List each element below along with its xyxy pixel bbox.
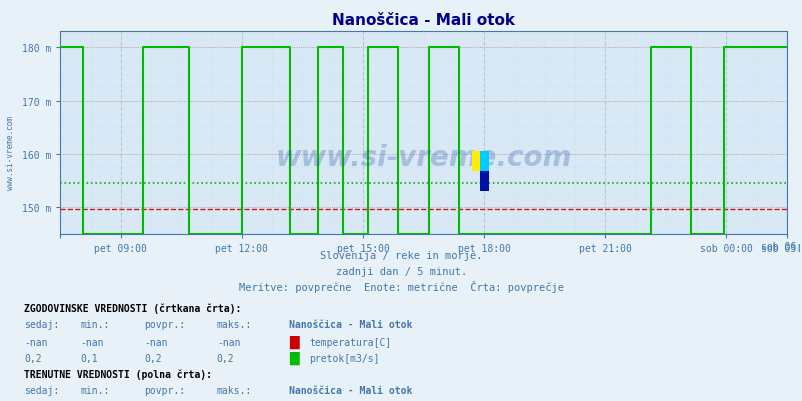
Text: Nanoščica - Mali otok: Nanoščica - Mali otok [289, 385, 412, 395]
Text: povpr.:: povpr.: [144, 319, 185, 329]
Text: pretok[m3/s]: pretok[m3/s] [309, 353, 379, 363]
Bar [471, 152, 480, 172]
Text: -nan: -nan [24, 337, 47, 347]
Title: Nanoščica - Mali otok: Nanoščica - Mali otok [332, 13, 514, 28]
Text: Meritve: povprečne  Enote: metrične  Črta: povprečje: Meritve: povprečne Enote: metrične Črta:… [239, 281, 563, 293]
Text: -nan: -nan [144, 337, 168, 347]
Text: sob 06:00: sob 06:00 [759, 242, 802, 252]
Text: min.:: min.: [80, 385, 110, 395]
Text: 0,2: 0,2 [144, 353, 162, 363]
Text: TRENUTNE VREDNOSTI (polna črta):: TRENUTNE VREDNOSTI (polna črta): [24, 369, 212, 379]
Text: povpr.:: povpr.: [144, 385, 185, 395]
Text: █: █ [289, 351, 298, 364]
Text: sedaj:: sedaj: [24, 319, 59, 329]
Bar [480, 172, 488, 192]
Text: 0,1: 0,1 [80, 353, 98, 363]
Text: ZGODOVINSKE VREDNOSTI (črtkana črta):: ZGODOVINSKE VREDNOSTI (črtkana črta): [24, 302, 241, 313]
Text: sedaj:: sedaj: [24, 385, 59, 395]
Text: Nanoščica - Mali otok: Nanoščica - Mali otok [289, 319, 412, 329]
Text: temperatura[C]: temperatura[C] [309, 337, 391, 347]
Text: Slovenija / reke in morje.: Slovenija / reke in morje. [320, 251, 482, 261]
Text: www.si-vreme.com: www.si-vreme.com [6, 115, 15, 189]
Text: 0,2: 0,2 [24, 353, 42, 363]
Text: -nan: -nan [217, 337, 240, 347]
Text: maks.:: maks.: [217, 385, 252, 395]
Text: -nan: -nan [80, 337, 103, 347]
Text: www.si-vreme.com: www.si-vreme.com [275, 144, 571, 172]
Text: maks.:: maks.: [217, 319, 252, 329]
Text: █: █ [289, 335, 298, 348]
Text: min.:: min.: [80, 319, 110, 329]
Text: zadnji dan / 5 minut.: zadnji dan / 5 minut. [335, 267, 467, 277]
Text: 0,2: 0,2 [217, 353, 234, 363]
Bar [480, 152, 488, 172]
